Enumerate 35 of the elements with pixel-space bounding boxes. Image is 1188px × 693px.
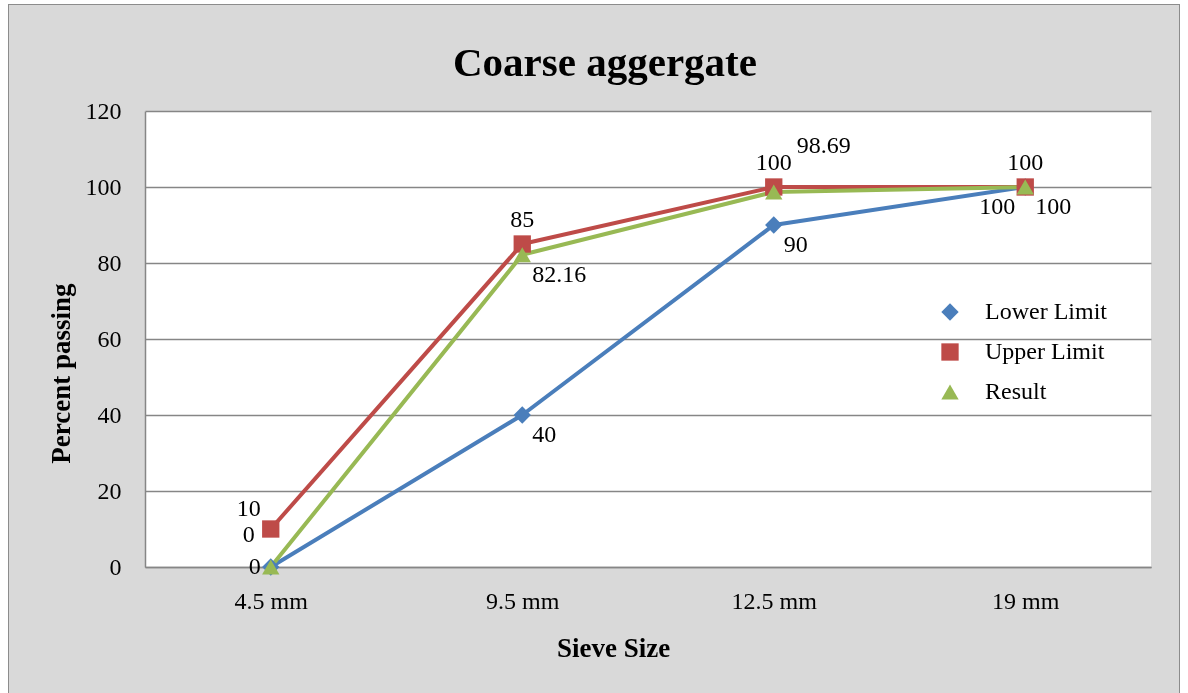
x-tick-label: 4.5 mm [234, 587, 309, 614]
legend-label: Upper Limit [985, 338, 1105, 364]
chart-title: Coarse aggergate [453, 39, 757, 85]
data-label: 85 [510, 206, 535, 232]
point [513, 235, 531, 253]
data-label: 0 [248, 553, 261, 579]
y-tick-label: 80 [97, 249, 122, 276]
data-label: 10 [236, 495, 261, 521]
data-label: 40 [532, 421, 557, 447]
y-tick-label: 100 [85, 173, 122, 200]
data-label: 90 [783, 231, 808, 257]
y-tick-label: 60 [97, 325, 122, 352]
point [765, 184, 783, 200]
y-tick-label: 40 [97, 401, 122, 428]
point [262, 520, 280, 538]
y-tick-label: 0 [109, 553, 122, 580]
data-label: 0 [242, 521, 255, 547]
data-label: 100 [1035, 193, 1072, 219]
data-label: 100 [755, 149, 792, 175]
data-label: 100 [979, 193, 1016, 219]
point [513, 247, 531, 263]
x-tick-label: 19 mm [992, 587, 1060, 614]
y-axis-title: Percent passing [45, 282, 76, 464]
x-tick-label: 9.5 mm [486, 587, 560, 614]
legend-label: Result [985, 378, 1047, 404]
data-label: 98.69 [796, 131, 851, 158]
x-tick-label: 12.5 mm [731, 587, 818, 614]
y-tick-label: 20 [97, 477, 122, 504]
point [765, 216, 783, 234]
x-axis-title: Sieve Size [556, 632, 671, 663]
data-label: 100 [1007, 149, 1044, 175]
legend-label: Lower Limit [985, 298, 1108, 324]
data-label: 82.16 [532, 260, 587, 287]
y-tick-label: 120 [85, 97, 122, 124]
point [513, 406, 531, 424]
